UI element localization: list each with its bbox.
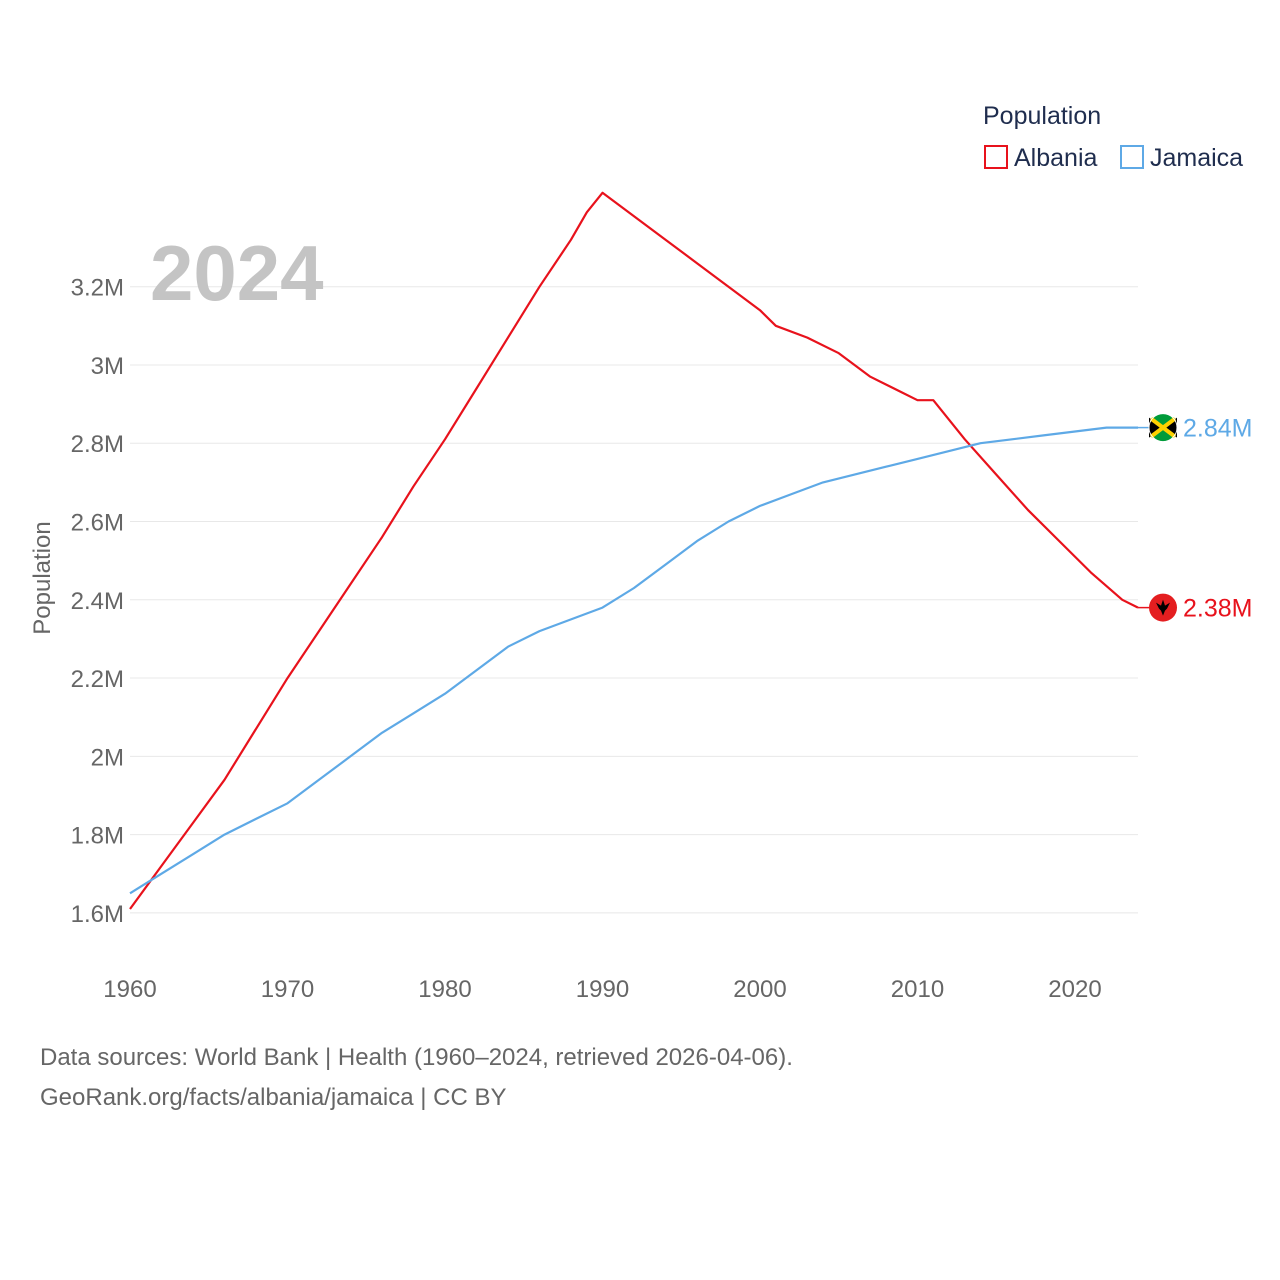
y-tick-label: 3M (91, 353, 124, 380)
y-tick-label: 3.2M (71, 275, 124, 302)
end-value-label-albania: 2.38M (1183, 595, 1252, 623)
y-axis-ticks: 1.6M 1.8M 2M 2.2M 2.4M 2.6M 2.8M 3M 3.2M (71, 275, 124, 928)
x-tick-label: 2020 (1048, 976, 1101, 1003)
end-value-label-jamaica: 2.84M (1183, 415, 1252, 443)
y-tick-label: 2M (91, 744, 124, 771)
series-lines (129, 191, 1139, 910)
footer-attribution: GeoRank.org/facts/albania/jamaica | CC B… (40, 1084, 507, 1111)
x-tick-label: 2010 (891, 976, 944, 1003)
x-tick-label: 1960 (103, 976, 156, 1003)
footer-sources: Data sources: World Bank | Health (1960–… (40, 1044, 793, 1071)
legend-swatch-albania (984, 145, 1008, 169)
grid-lines (130, 286, 1138, 914)
legend: Population Albania Jamaica (983, 102, 1243, 172)
legend-label-albania: Albania (1014, 144, 1097, 172)
legend-label-jamaica: Jamaica (1150, 144, 1243, 172)
jamaica-flag-icon (1148, 413, 1178, 443)
legend-item-albania[interactable]: Albania (984, 144, 1097, 172)
y-axis-label: Population (29, 521, 56, 634)
legend-item-jamaica[interactable]: Jamaica (1120, 144, 1243, 172)
x-tick-label: 1970 (261, 976, 314, 1003)
year-watermark: 2024 (150, 229, 324, 317)
y-tick-label: 2.8M (71, 431, 124, 458)
x-tick-label: 1980 (418, 976, 471, 1003)
legend-swatch-jamaica (1120, 145, 1144, 169)
y-tick-label: 2.4M (71, 588, 124, 615)
y-tick-label: 1.6M (71, 901, 124, 928)
end-markers: 2.38M 2.84M (1138, 413, 1252, 623)
y-tick-label: 2.6M (71, 510, 124, 537)
legend-title: Population (983, 102, 1101, 130)
albania-flag-icon (1149, 593, 1177, 622)
x-tick-label: 2000 (733, 976, 786, 1003)
y-tick-label: 1.8M (71, 823, 124, 850)
x-tick-label: 1990 (576, 976, 629, 1003)
y-tick-label: 2.2M (71, 666, 124, 693)
x-axis-ticks: 1960 1970 1980 1990 2000 2010 2020 (103, 976, 1101, 1003)
series-line-jamaica (129, 426, 1138, 895)
